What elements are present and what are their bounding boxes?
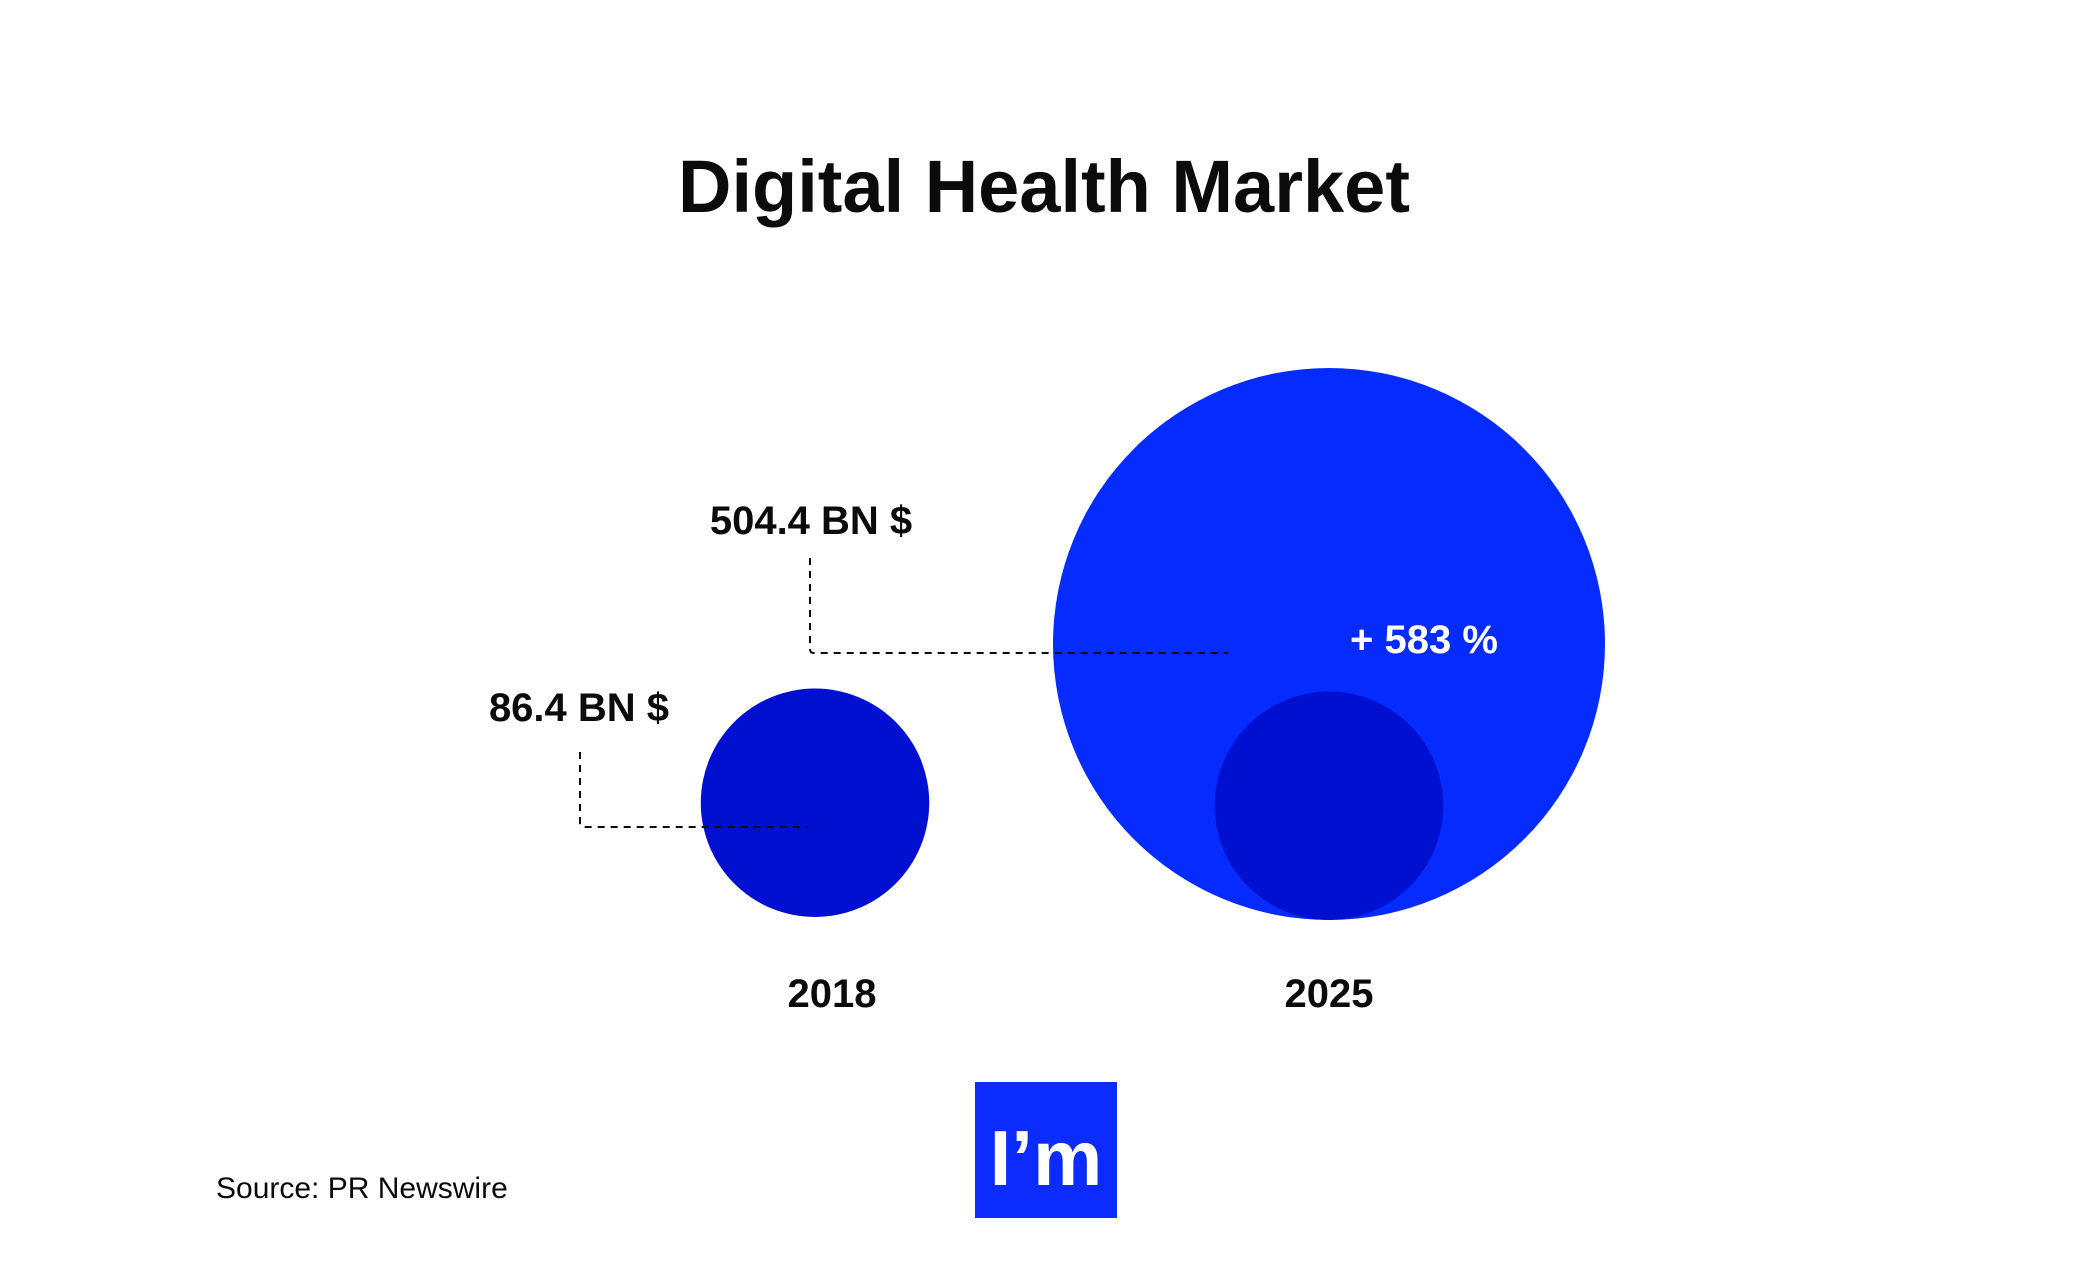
logo-background xyxy=(975,1082,1117,1218)
bubble-2025 xyxy=(1053,368,1605,920)
leader-line-2018 xyxy=(579,752,808,828)
brand-logo: I’m xyxy=(975,1082,1117,1218)
category-label-2018: 2018 xyxy=(788,972,877,1016)
source-note: Source: PR Newswire xyxy=(216,1172,508,1205)
category-label-2025: 2025 xyxy=(1285,972,1374,1016)
bubble-2018-overlay xyxy=(1214,691,1444,920)
growth-label: + 583 % xyxy=(1350,618,1498,662)
logo-text: I’m xyxy=(990,1114,1103,1202)
value-label-2018: 86.4 BN $ xyxy=(489,686,669,730)
value-label-2025: 504.4 BN $ xyxy=(710,499,912,543)
leader-line-2025 xyxy=(809,558,1228,654)
bubble-2018 xyxy=(700,688,930,917)
chart-title: Digital Health Market xyxy=(678,145,1410,228)
